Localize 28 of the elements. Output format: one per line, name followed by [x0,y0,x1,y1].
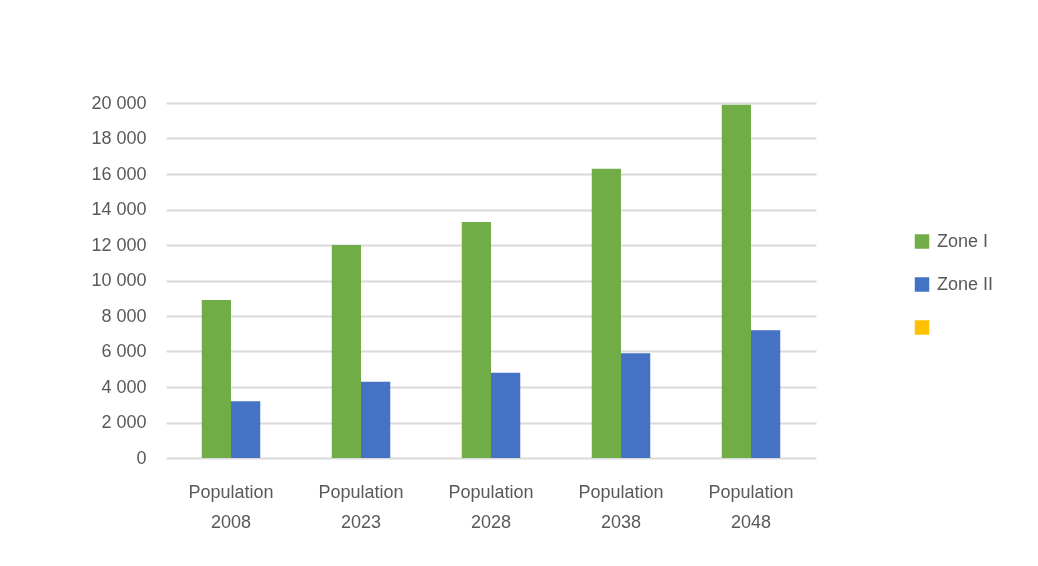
bar [231,401,261,458]
bar [491,372,521,458]
bar [591,168,621,458]
bar [461,221,491,458]
x-tick-label: Population 2028 [448,481,534,532]
legend-label: Zone I [937,230,989,251]
y-tick-label: 14 000 [91,199,147,219]
bar [751,330,781,458]
x-tick-label: Population 2008 [188,481,274,532]
bar [621,353,651,458]
bar [721,104,751,458]
y-tick-label: 10 000 [91,270,147,290]
y-tick-label: 2 000 [101,412,147,432]
y-tick-label: 8 000 [101,305,147,326]
x-tick-label: Population 2023 [318,481,404,532]
y-tick-label: 16 000 [91,163,147,184]
y-tick-label: 4 000 [101,376,147,397]
x-tick-label: Population 2038 [578,481,664,532]
y-tick-label: 12 000 [91,234,147,255]
bar [331,245,361,458]
bar [201,300,231,458]
y-tick-label: 0 [136,447,147,468]
y-tick-label: 18 000 [91,128,147,148]
y-tick-label: 6 000 [101,341,147,361]
y-tick-label: 20 000 [91,92,147,113]
legend-label: Zone II [937,273,994,294]
x-tick-label: Population 2048 [708,481,794,532]
bar [361,381,391,458]
